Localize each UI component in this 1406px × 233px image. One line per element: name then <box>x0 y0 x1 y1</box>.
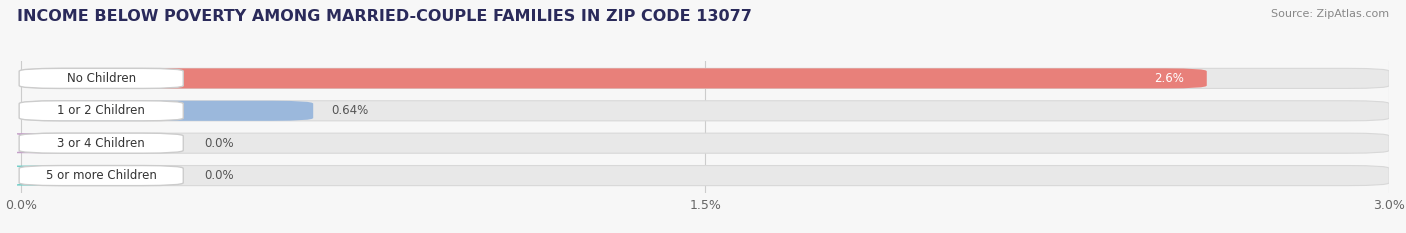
Text: 0.0%: 0.0% <box>204 169 233 182</box>
Text: 0.64%: 0.64% <box>332 104 368 117</box>
FancyBboxPatch shape <box>20 165 183 186</box>
Text: INCOME BELOW POVERTY AMONG MARRIED-COUPLE FAMILIES IN ZIP CODE 13077: INCOME BELOW POVERTY AMONG MARRIED-COUPL… <box>17 9 752 24</box>
FancyBboxPatch shape <box>0 133 62 153</box>
FancyBboxPatch shape <box>21 133 1389 153</box>
FancyBboxPatch shape <box>21 68 1206 89</box>
Text: 0.0%: 0.0% <box>204 137 233 150</box>
Text: 2.6%: 2.6% <box>1154 72 1184 85</box>
FancyBboxPatch shape <box>0 165 62 186</box>
Text: Source: ZipAtlas.com: Source: ZipAtlas.com <box>1271 9 1389 19</box>
FancyBboxPatch shape <box>20 133 183 153</box>
FancyBboxPatch shape <box>21 68 1389 89</box>
FancyBboxPatch shape <box>21 101 1389 121</box>
FancyBboxPatch shape <box>20 101 183 121</box>
Text: 5 or more Children: 5 or more Children <box>46 169 156 182</box>
Text: No Children: No Children <box>66 72 136 85</box>
Text: 1 or 2 Children: 1 or 2 Children <box>58 104 145 117</box>
FancyBboxPatch shape <box>21 101 314 121</box>
Text: 3 or 4 Children: 3 or 4 Children <box>58 137 145 150</box>
FancyBboxPatch shape <box>21 165 1389 186</box>
FancyBboxPatch shape <box>20 68 183 89</box>
